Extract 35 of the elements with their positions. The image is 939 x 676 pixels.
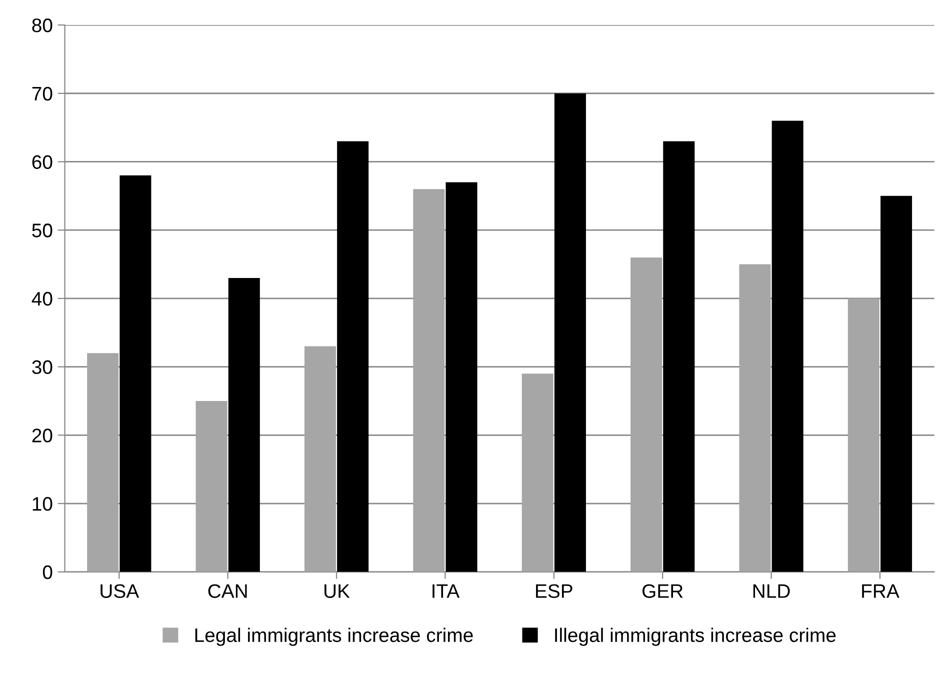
legend-label: Legal immigrants increase crime [195, 628, 473, 646]
y-tick-label: 60 [32, 155, 52, 169]
bar [87, 353, 119, 572]
bar [522, 374, 554, 572]
bar [739, 264, 771, 572]
bar [413, 189, 445, 572]
bar [554, 93, 586, 572]
bar [304, 346, 336, 572]
bar [120, 175, 152, 572]
y-tick-label: 30 [32, 360, 52, 374]
x-tick-label: ESP [536, 584, 572, 598]
x-tick-label: CAN [208, 584, 247, 598]
bar [630, 257, 662, 572]
x-tick-label: GER [642, 584, 683, 598]
x-tick-label: NLD [753, 584, 790, 598]
legend-label: Illegal immigrants increase crime [555, 628, 836, 646]
bar [337, 141, 369, 572]
bar [446, 182, 478, 572]
bar [663, 141, 695, 572]
y-tick-label: 10 [32, 497, 52, 511]
x-tick-label: ITA [432, 584, 460, 598]
y-tick-label: 40 [32, 292, 52, 306]
x-tick-label: USA [100, 584, 140, 598]
x-tick-label: UK [324, 584, 350, 598]
y-tick-label: 80 [32, 18, 52, 32]
y-tick-label: 0 [42, 565, 52, 580]
bar [196, 400, 228, 572]
y-tick-label: 70 [32, 86, 52, 101]
bar [228, 278, 260, 572]
y-tick-label: 50 [32, 224, 52, 238]
y-tick-label: 20 [32, 428, 52, 442]
bar [848, 298, 880, 572]
x-tick-label: FRA [862, 584, 900, 598]
bar [772, 120, 804, 572]
bar [880, 196, 912, 572]
